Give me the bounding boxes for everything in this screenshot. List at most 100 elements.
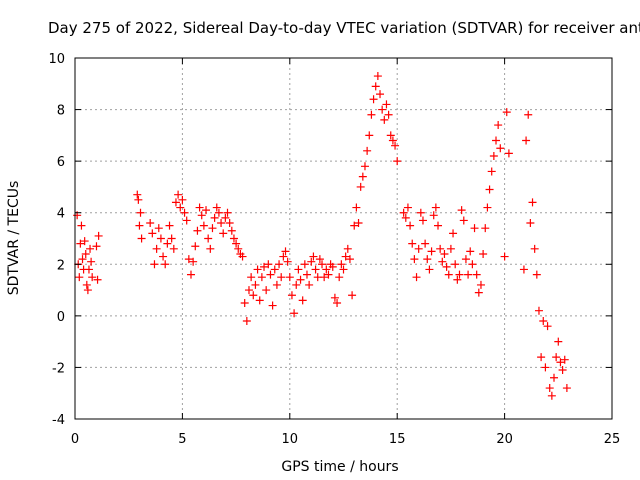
data-point xyxy=(333,298,342,307)
data-point xyxy=(225,219,234,228)
data-point xyxy=(253,265,262,274)
data-point xyxy=(438,257,447,266)
data-point xyxy=(277,273,286,282)
data-point xyxy=(148,229,157,238)
data-point xyxy=(315,255,324,264)
data-point xyxy=(539,317,548,326)
data-point xyxy=(554,337,563,346)
data-point xyxy=(354,219,363,228)
data-point xyxy=(212,203,221,212)
data-point xyxy=(384,110,393,119)
data-point xyxy=(391,141,400,150)
data-point xyxy=(360,162,369,171)
data-point xyxy=(434,221,443,230)
y-tick-label: 10 xyxy=(48,52,65,67)
data-point xyxy=(86,244,95,253)
data-point xyxy=(378,105,387,114)
data-point xyxy=(537,353,546,362)
data-point xyxy=(431,203,440,212)
grid-lines xyxy=(75,58,612,419)
data-point xyxy=(165,221,174,230)
data-point xyxy=(77,221,86,230)
data-point xyxy=(302,270,311,279)
data-point xyxy=(92,242,101,251)
data-point xyxy=(483,203,492,212)
data-point xyxy=(386,131,395,140)
data-point xyxy=(75,273,84,282)
y-tick-labels: -4 -2 0 2 4 6 8 10 xyxy=(48,52,65,428)
data-point xyxy=(197,211,206,220)
data-point xyxy=(244,286,253,295)
data-point xyxy=(352,203,361,212)
data-point xyxy=(532,270,541,279)
data-point xyxy=(283,257,292,266)
data-point xyxy=(382,100,391,109)
data-point xyxy=(335,273,344,282)
data-point xyxy=(279,252,288,261)
data-point xyxy=(163,239,172,248)
data-point xyxy=(496,144,505,153)
data-point xyxy=(541,363,550,372)
tick-marks xyxy=(74,57,613,420)
data-point xyxy=(367,110,376,119)
data-point xyxy=(223,208,232,217)
data-point xyxy=(470,224,479,233)
data-point xyxy=(545,384,554,393)
data-point xyxy=(550,373,559,382)
data-point xyxy=(324,270,333,279)
data-point xyxy=(446,244,455,253)
data-point xyxy=(461,255,470,264)
data-point xyxy=(307,257,316,266)
data-point xyxy=(519,265,528,274)
data-point xyxy=(287,291,296,300)
data-point xyxy=(176,203,185,212)
data-point xyxy=(195,203,204,212)
data-point xyxy=(414,244,423,253)
data-points xyxy=(73,72,571,400)
data-point xyxy=(249,291,258,300)
data-point xyxy=(133,190,142,199)
data-point xyxy=(543,322,552,331)
data-point xyxy=(135,221,144,230)
data-point xyxy=(82,280,91,289)
data-point xyxy=(416,208,425,217)
data-point xyxy=(526,219,535,228)
data-point xyxy=(556,358,565,367)
x-tick-labels: 0 5 10 15 20 25 xyxy=(71,432,620,447)
data-point xyxy=(154,224,163,233)
data-point xyxy=(487,167,496,176)
data-point xyxy=(281,247,290,256)
data-point xyxy=(466,247,475,256)
data-point xyxy=(257,273,266,282)
data-point xyxy=(444,270,453,279)
data-point xyxy=(300,260,309,269)
data-point xyxy=(399,208,408,217)
data-point xyxy=(421,239,430,248)
data-point xyxy=(369,95,378,104)
data-point xyxy=(337,260,346,269)
data-point xyxy=(522,136,531,145)
data-point xyxy=(169,244,178,253)
data-point xyxy=(268,301,277,310)
data-point xyxy=(464,270,473,279)
y-tick-label: 2 xyxy=(57,258,65,273)
data-point xyxy=(227,226,236,235)
data-point xyxy=(408,239,417,248)
data-point xyxy=(412,273,421,282)
data-point xyxy=(210,213,219,222)
data-point xyxy=(373,72,382,81)
data-point xyxy=(184,255,193,264)
data-point xyxy=(401,213,410,222)
data-point xyxy=(524,110,533,119)
data-point xyxy=(247,273,256,282)
data-point xyxy=(558,366,567,375)
data-point xyxy=(393,157,402,166)
data-point xyxy=(171,198,180,207)
data-point xyxy=(294,265,303,274)
data-point xyxy=(492,136,501,145)
data-point xyxy=(174,190,183,199)
data-point xyxy=(423,255,432,264)
data-point xyxy=(309,252,318,261)
data-point xyxy=(275,260,284,269)
y-tick-label: 4 xyxy=(57,207,65,222)
